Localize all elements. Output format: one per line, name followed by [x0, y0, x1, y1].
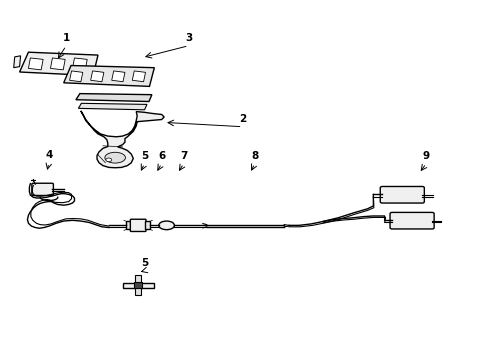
Text: 6: 6 — [158, 150, 165, 161]
Text: 8: 8 — [251, 150, 258, 161]
Bar — [145, 221, 150, 229]
Text: 7: 7 — [180, 150, 188, 161]
Text: 9: 9 — [423, 150, 430, 161]
Ellipse shape — [105, 152, 125, 163]
Polygon shape — [81, 111, 164, 168]
Ellipse shape — [159, 221, 174, 230]
Polygon shape — [64, 66, 154, 86]
Text: 4: 4 — [45, 150, 53, 160]
Polygon shape — [50, 58, 65, 70]
Polygon shape — [112, 71, 125, 82]
Bar — [141, 283, 154, 288]
Text: 1: 1 — [63, 33, 70, 43]
Ellipse shape — [106, 158, 112, 162]
FancyBboxPatch shape — [380, 186, 424, 203]
Text: 2: 2 — [239, 114, 246, 124]
Polygon shape — [132, 71, 146, 82]
Bar — [122, 283, 135, 288]
Polygon shape — [73, 58, 87, 70]
Text: 5: 5 — [141, 258, 148, 268]
Bar — [126, 221, 131, 229]
Polygon shape — [76, 94, 152, 102]
Polygon shape — [78, 103, 147, 110]
Polygon shape — [14, 56, 21, 68]
FancyBboxPatch shape — [32, 183, 53, 195]
FancyBboxPatch shape — [130, 219, 146, 231]
Polygon shape — [91, 71, 104, 82]
Text: 5: 5 — [141, 150, 148, 161]
FancyBboxPatch shape — [390, 212, 434, 229]
Bar — [135, 275, 141, 295]
Polygon shape — [20, 52, 98, 76]
Polygon shape — [28, 58, 43, 70]
Text: 3: 3 — [185, 33, 192, 43]
Bar — [134, 282, 142, 288]
Polygon shape — [70, 71, 83, 82]
